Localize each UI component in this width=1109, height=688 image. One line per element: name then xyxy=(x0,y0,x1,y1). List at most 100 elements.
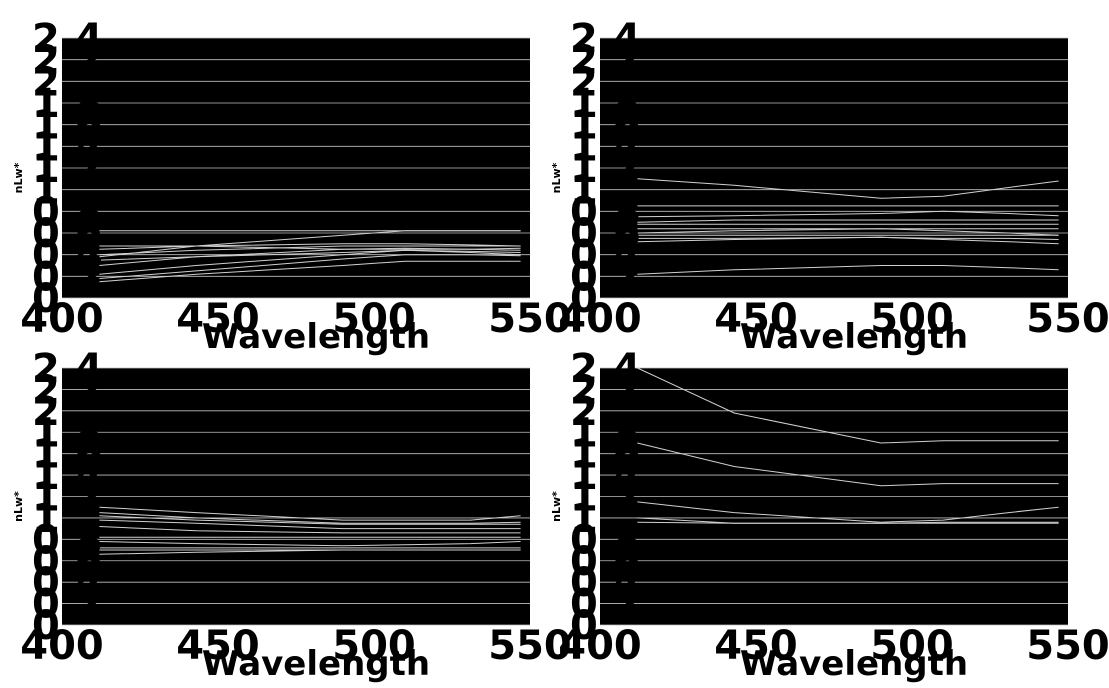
series-line xyxy=(637,178,1059,199)
y-tick-label: 0.4 xyxy=(570,560,641,606)
series-line xyxy=(99,249,521,275)
y-tick-label: 1 xyxy=(32,496,60,542)
series-line xyxy=(637,236,1059,245)
y-tick-label: 1.8 xyxy=(570,410,641,456)
y-axis-label: nLw* xyxy=(12,491,25,522)
y-tick-label: 2.4 xyxy=(570,16,641,62)
y-tick-label: 1.2 xyxy=(570,475,641,521)
y-tick-label: 0.6 xyxy=(570,211,641,257)
y-tick-label: 2.2 xyxy=(570,38,641,84)
x-tick-label: 450 xyxy=(176,296,260,342)
series-line xyxy=(637,517,1059,524)
y-tick-label: 0.4 xyxy=(32,233,103,279)
series-line xyxy=(637,521,1059,524)
chart-panel-top-left: 00.20.40.60.811.21.41.61.822.22.4 400 450 5… xyxy=(12,16,572,357)
chart-panel-top-right: 00.20.40.60.811.21.41.61.822.22.4 400 450 5… xyxy=(550,16,1109,357)
y-tick-label: 0.8 xyxy=(570,189,641,235)
x-tick-label: 450 xyxy=(176,623,260,669)
y-tick-label: 0.6 xyxy=(32,539,103,585)
y-tick-label: 1 xyxy=(32,168,60,214)
x-tick-label: 500 xyxy=(870,623,954,669)
series-line xyxy=(637,236,1059,240)
series-line xyxy=(637,501,1059,523)
x-tick-label: 450 xyxy=(714,623,798,669)
y-tick-label: 2 xyxy=(32,59,60,105)
y-tick-label: 1.4 xyxy=(32,453,103,499)
x-tick-label: 400 xyxy=(558,296,642,342)
series-line xyxy=(637,442,1059,487)
series-line xyxy=(99,506,521,521)
y-tick-label: 0 xyxy=(570,276,598,322)
series-line xyxy=(99,254,521,279)
series-line xyxy=(99,512,521,524)
y-tick-label: 0 xyxy=(32,276,60,322)
y-tick-label: 0.6 xyxy=(570,539,641,585)
y-tick-label: 0.4 xyxy=(570,233,641,279)
y-tick-label: 0 xyxy=(570,603,598,649)
y-tick-label: 1.8 xyxy=(32,410,103,456)
y-tick-label: 0.4 xyxy=(32,560,103,606)
y-tick-label: 0.2 xyxy=(570,582,641,628)
series-line xyxy=(99,245,521,256)
series-line xyxy=(99,526,521,534)
y-tick-label: 1.6 xyxy=(32,103,103,149)
y-tick-label: 1.6 xyxy=(570,103,641,149)
y-tick-label: 2 xyxy=(570,389,598,435)
series-line xyxy=(637,210,1059,218)
y-tick-label: 0.6 xyxy=(32,211,103,257)
x-tick-label: 400 xyxy=(558,623,642,669)
x-tick-label: 500 xyxy=(332,296,416,342)
y-tick-label: 1.2 xyxy=(32,475,103,521)
series-line xyxy=(637,219,1059,223)
y-axis-label: nLw* xyxy=(12,162,25,193)
y-tick-label: 2.2 xyxy=(32,38,103,84)
y-tick-label: 2.2 xyxy=(570,367,641,413)
y-tick-label: 1.8 xyxy=(570,81,641,127)
chart-panel-bottom-right: 00.20.40.60.811.21.41.61.822.22.4 400 450 5… xyxy=(550,346,1109,684)
y-tick-label: 1.2 xyxy=(32,146,103,192)
x-tick-label: 550 xyxy=(1026,623,1109,669)
y-tick-label: 1 xyxy=(570,168,598,214)
x-tick-label: 400 xyxy=(20,296,104,342)
series-line xyxy=(637,367,1059,444)
chart-panel-bottom-left: 00.20.40.60.811.21.41.61.822.22.4 400 450 5… xyxy=(12,346,572,684)
x-axis-label: Wavelength xyxy=(740,317,968,357)
x-tick-label: 550 xyxy=(1026,296,1109,342)
y-tick-label: 1.8 xyxy=(32,81,103,127)
y-tick-label: 1.4 xyxy=(32,124,103,170)
x-tick-label: 500 xyxy=(870,296,954,342)
y-tick-label: 0.2 xyxy=(570,254,641,300)
y-tick-label: 2 xyxy=(570,59,598,105)
y-tick-label: 0.2 xyxy=(32,582,103,628)
y-tick-label: 0.2 xyxy=(32,254,103,300)
y-tick-label: 2.4 xyxy=(32,346,103,392)
y-axis-label: nLw* xyxy=(550,491,563,522)
y-tick-label: 2.2 xyxy=(32,367,103,413)
series-line xyxy=(637,265,1059,275)
y-tick-label: 0 xyxy=(32,603,60,649)
x-tick-label: 400 xyxy=(20,623,104,669)
y-tick-label: 0.8 xyxy=(32,517,103,563)
series-line xyxy=(99,243,521,250)
series-line xyxy=(99,519,521,530)
series-line xyxy=(99,249,521,261)
series-line xyxy=(99,541,521,547)
y-tick-label: 1.4 xyxy=(570,453,641,499)
x-axis-label: Wavelength xyxy=(202,644,430,684)
y-tick-label: 1.6 xyxy=(32,432,103,478)
x-tick-label: 550 xyxy=(488,296,572,342)
series-line xyxy=(99,247,521,266)
x-axis-label: Wavelength xyxy=(740,644,968,684)
y-tick-label: 1.6 xyxy=(570,432,641,478)
y-tick-label: 2.4 xyxy=(32,16,103,62)
x-tick-label: 450 xyxy=(714,296,798,342)
y-tick-label: 2 xyxy=(32,389,60,435)
x-axis-label: Wavelength xyxy=(202,317,430,357)
x-tick-label: 500 xyxy=(332,623,416,669)
y-tick-label: 1 xyxy=(570,496,598,542)
y-axis-label: nLw* xyxy=(550,162,563,193)
series-line xyxy=(99,549,521,555)
series-line xyxy=(99,260,521,283)
y-tick-label: 1.4 xyxy=(570,124,641,170)
